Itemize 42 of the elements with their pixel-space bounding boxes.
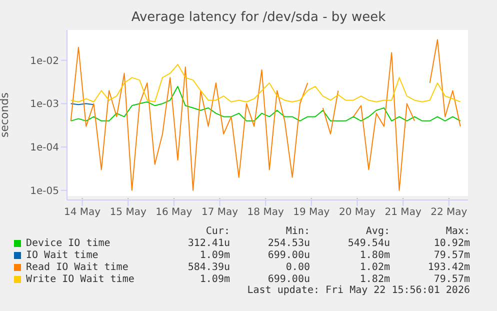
text: 1.80m: [358, 250, 390, 260]
x-tick-label: 21 May: [384, 207, 422, 218]
x-tick-label: 15 May: [110, 207, 146, 218]
legend-label: Write IO Wait time: [25, 274, 136, 284]
text: 1.09m: [198, 250, 230, 260]
y-tick-label: 1e-02: [30, 56, 59, 67]
text: Max:: [444, 226, 470, 237]
text: 699.00u: [266, 274, 310, 284]
text: 1.02m: [358, 262, 390, 272]
text: 193.42m: [426, 262, 470, 272]
x-tick-label: 17 May: [201, 207, 238, 218]
text: 1.82m: [358, 274, 390, 284]
x-tick-label: 14 May: [64, 207, 101, 218]
y-tick-label: 1e-03: [30, 99, 59, 110]
text: Cur:: [204, 226, 230, 237]
chart-title: Average latency for /dev/sda - by week: [130, 10, 387, 26]
x-tick-label: 18 May: [247, 207, 284, 218]
legend-label: Read IO Wait time: [25, 262, 130, 272]
text: Min:: [284, 226, 310, 237]
text: 79.57m: [432, 250, 470, 260]
legend-label: Device IO time: [25, 238, 112, 248]
x-tick-label: 22 May: [430, 207, 468, 218]
text: Last update: Fri May 22 15:56:01 2026: [246, 285, 470, 296]
text: 549.54u: [346, 238, 390, 248]
x-tick-label: 20 May: [338, 207, 376, 218]
text: 79.57m: [432, 274, 470, 284]
x-tick-label: 19 May: [293, 207, 330, 218]
text: 312.41u: [186, 238, 230, 248]
text: 1.09m: [198, 274, 230, 284]
text: 699.00u: [266, 250, 310, 260]
legend-label: IO Wait time: [25, 250, 100, 260]
text: 584.39u: [186, 262, 230, 272]
text: 10.92m: [432, 238, 470, 248]
text: 254.53u: [266, 238, 310, 248]
x-tick-label: 16 May: [156, 207, 192, 218]
y-tick-label: 1e-05: [30, 186, 59, 197]
y-tick-label: 1e-04: [30, 142, 59, 154]
y-axis-title: seconds: [0, 92, 11, 138]
line-series: [70, 64, 461, 102]
text: Avg:: [364, 226, 390, 237]
text: 0.00: [284, 262, 310, 272]
line-series: [70, 86, 461, 122]
